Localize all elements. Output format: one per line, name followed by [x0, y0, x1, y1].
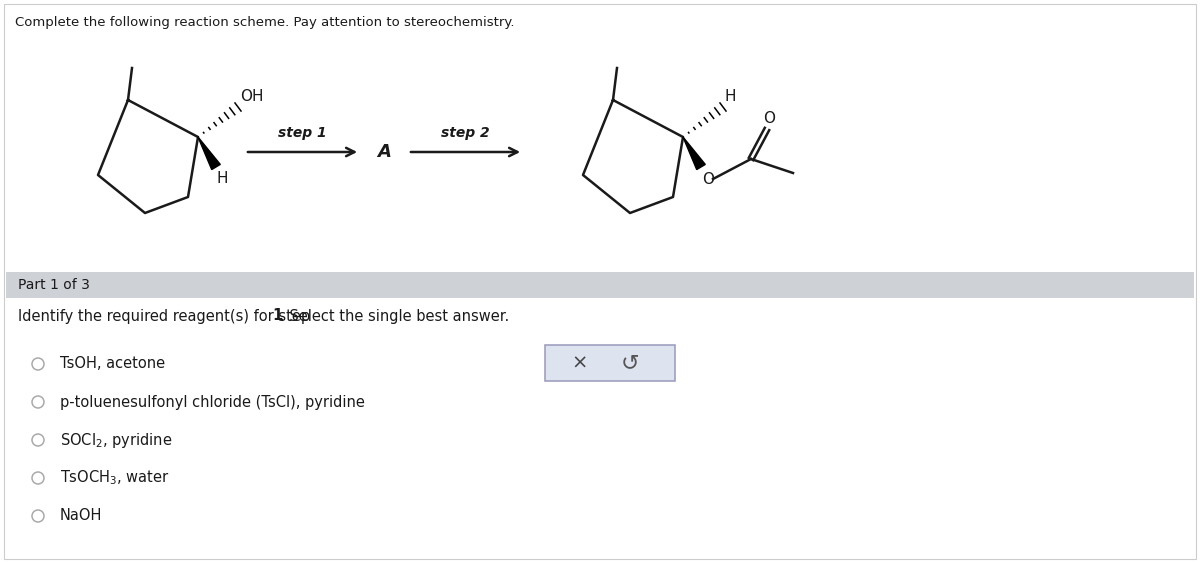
Text: OH: OH [240, 89, 264, 104]
Text: A: A [377, 143, 391, 161]
Text: Identify the required reagent(s) for step: Identify the required reagent(s) for ste… [18, 309, 314, 324]
Text: TsOCH$_3$, water: TsOCH$_3$, water [60, 468, 169, 488]
Text: SOCl$_2$, pyridine: SOCl$_2$, pyridine [60, 431, 173, 449]
Text: step 1: step 1 [278, 126, 326, 140]
Text: H: H [725, 89, 737, 104]
Text: Complete the following reaction scheme. Pay attention to stereochemistry.: Complete the following reaction scheme. … [14, 16, 515, 29]
Polygon shape [683, 137, 706, 169]
Text: Part 1 of 3: Part 1 of 3 [18, 278, 90, 292]
Text: O: O [702, 172, 714, 187]
Polygon shape [198, 137, 221, 169]
Bar [545, 345, 674, 381]
Text: step 2: step 2 [442, 126, 490, 140]
Text: NaOH: NaOH [60, 508, 102, 524]
Text: 1: 1 [272, 309, 282, 324]
Text: TsOH, acetone: TsOH, acetone [60, 356, 166, 372]
Text: ↺: ↺ [620, 353, 640, 373]
Text: ×: × [572, 354, 588, 373]
Text: . Select the single best answer.: . Select the single best answer. [280, 309, 509, 324]
Text: H: H [217, 171, 228, 186]
Text: p-toluenesulfonyl chloride (TsCl), pyridine: p-toluenesulfonyl chloride (TsCl), pyrid… [60, 395, 365, 409]
Bar [6, 272, 1194, 298]
Text: O: O [763, 111, 775, 126]
